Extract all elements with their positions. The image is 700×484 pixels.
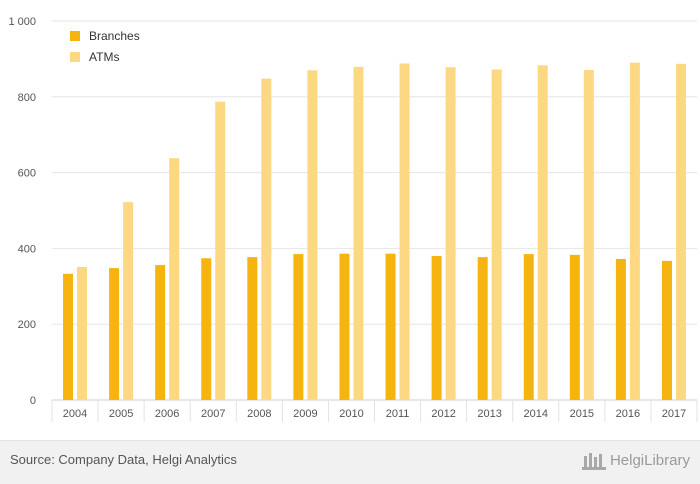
bar-atms [675,63,686,401]
bar-atms [629,62,640,400]
bar-branches [293,254,304,400]
x-axis: 2004 2005 2006 2007 2008 2009 2010 2011 2012 2013… [51,400,698,422]
bar-branches [477,257,488,400]
y-tick-label: 600 [18,168,36,180]
bar-branches [63,273,74,400]
source-text: Source: Company Data, Helgi Analytics [10,452,237,467]
bar-branches [247,257,258,400]
x-tick-label: 2013 [477,408,501,420]
y-tick-label: 1 000 [8,16,36,28]
bar-atms [445,67,456,400]
bar-branches [339,253,350,400]
x-tick-label: 2008 [247,408,271,420]
bar-atms [399,63,410,400]
x-tick-label: 2012 [431,408,455,420]
bar-branches [155,265,166,400]
x-tick-label: 2005 [109,408,133,420]
x-tick-label: 2011 [386,408,410,420]
y-tick-label: 0 [30,395,36,407]
legend-label: ATMs [89,50,119,64]
bar-atms [307,70,318,401]
bar-branches [201,258,212,400]
bar-branches [385,253,396,400]
y-tick-label: 800 [18,92,36,104]
x-tick-label: 2017 [662,408,686,420]
footer: Source: Company Data, Helgi Analytics He… [0,440,700,484]
bar-atms [537,65,548,400]
legend: Branches ATMs [70,29,140,64]
bar-atms [353,66,364,400]
bar-branches [523,254,534,400]
x-tick-label: 2006 [155,408,179,420]
x-tick-label: 2009 [293,408,317,420]
x-tick-label: 2007 [201,408,225,420]
bar-atms [123,202,134,400]
bar-atms [77,266,88,400]
x-tick-label: 2016 [616,408,640,420]
brand-name: HelgiLibrary [609,451,690,469]
y-tick-label: 400 [18,243,36,255]
bar-atms [583,69,594,401]
bar-atms [169,158,180,400]
legend-swatch [70,31,80,41]
y-axis: 0 200 400 600 800 1 000 [8,16,36,407]
bars [63,62,686,401]
x-tick-label: 2010 [339,408,363,420]
helgi-library-logo-icon [581,453,606,470]
x-tick-label: 2004 [63,408,87,420]
bar-atms [491,69,502,401]
bar-branches [615,259,626,400]
bar-branches [431,255,442,400]
legend-label: Branches [89,29,140,43]
bar-branches [569,254,580,400]
bar-atms [215,101,226,401]
y-tick-label: 200 [18,319,36,331]
x-tick-label: 2014 [524,408,548,420]
x-tick-label: 2015 [570,408,594,420]
gridlines [52,20,697,401]
brand[interactable]: HelgiLibrary [581,450,690,470]
bar-branches [109,268,120,400]
bar-atms [261,78,272,400]
bar-branches [661,260,672,400]
legend-swatch [70,52,80,62]
